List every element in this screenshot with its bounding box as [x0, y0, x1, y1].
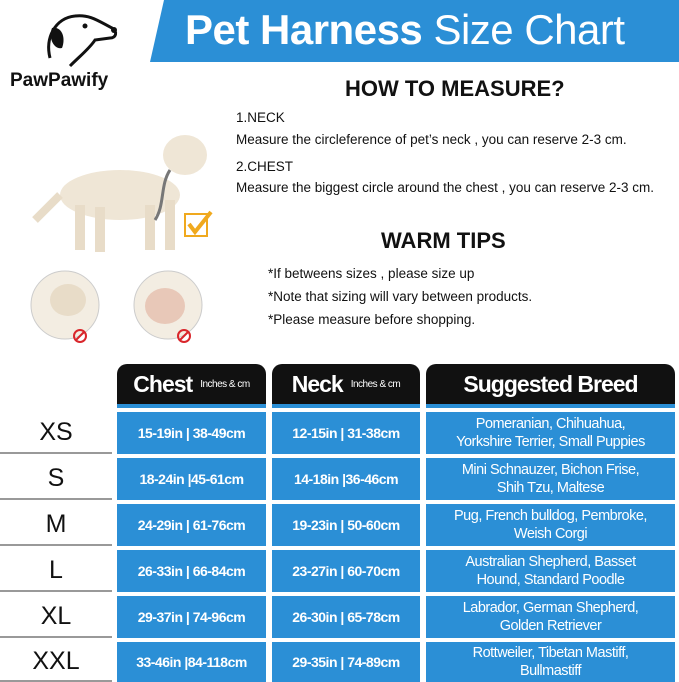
chest-measurement: 26-33in | 66-84cm — [117, 550, 266, 592]
checkmark-icon — [184, 210, 213, 237]
tip-item: *If betweens sizes , please size up — [268, 266, 475, 281]
chest-header: Chest Inches & cm — [117, 364, 266, 408]
neck-unit-label: Inches & cm — [350, 378, 401, 390]
breed-header-label: Suggested Breed — [463, 370, 638, 397]
suggested-breed: Mini Schnauzer, Bichon Frise, Shih Tzu, … — [426, 458, 675, 500]
prohibited-icon — [177, 329, 191, 343]
size-label: M — [0, 504, 112, 546]
title-banner — [150, 0, 679, 62]
chest-instructions: Measure the biggest circle around the ch… — [236, 180, 654, 195]
neck-measurement: 14-18in |36-46cm — [272, 458, 420, 500]
chest-header-label: Chest — [133, 370, 193, 397]
brand-logo: PawPawify — [10, 70, 109, 91]
neck-measurement: 26-30in | 65-78cm — [272, 596, 420, 638]
neck-measurement: 12-15in | 31-38cm — [272, 412, 420, 454]
tip-item: *Please measure before shopping. — [268, 312, 476, 327]
size-label: L — [0, 550, 112, 592]
size-label: XL — [0, 596, 112, 638]
size-label: XXL — [0, 642, 112, 682]
chest-label: 2.CHEST — [236, 159, 294, 174]
chest-measurement: 29-37in | 74-96cm — [117, 596, 266, 638]
suggested-breed: Labrador, German Shepherd, Golden Retrie… — [426, 596, 675, 638]
size-label: XS — [0, 412, 112, 454]
warm-tips-heading: WARM TIPS — [381, 228, 506, 253]
chest-unit-label: Inches & cm — [200, 378, 250, 390]
how-to-measure-heading: HOW TO MEASURE? — [345, 76, 565, 101]
breed-header: Suggested Breed — [426, 364, 675, 408]
suggested-breed: Pomeranian, Chihuahua, Yorkshire Terrier… — [426, 412, 675, 454]
chest-measurement: 18-24in |45-61cm — [117, 458, 266, 500]
neck-measurement: 19-23in | 50-60cm — [272, 504, 420, 546]
chest-measurement: 33-46in |84-118cm — [117, 642, 266, 682]
suggested-breed: Australian Shepherd, Basset Hound, Stand… — [426, 550, 675, 592]
dog-photo — [32, 135, 207, 252]
neck-header: Neck Inches & cm — [272, 364, 420, 408]
tip-item: *Note that sizing will vary between prod… — [268, 289, 533, 304]
neck-measurement: 29-35in | 74-89cm — [272, 642, 420, 682]
chest-measurement: 24-29in | 61-76cm — [117, 504, 266, 546]
neck-measurement: 23-27in | 60-70cm — [272, 550, 420, 592]
neck-header-label: Neck — [291, 370, 344, 397]
neck-label: 1.NECK — [236, 110, 285, 125]
wrong-chest-photo — [133, 270, 203, 340]
wrong-neck-photo — [30, 270, 100, 340]
suggested-breed: Rottweiler, Tibetan Mastiff, Bullmastiff — [426, 642, 675, 682]
chest-measurement: 15-19in | 38-49cm — [117, 412, 266, 454]
neck-instructions: Measure the circleference of pet’s neck … — [236, 132, 627, 147]
suggested-breed: Pug, French bulldog, Pembroke, Weish Cor… — [426, 504, 675, 546]
page-title: Pet Harness Size Chart — [185, 6, 625, 53]
size-label: S — [0, 458, 112, 500]
prohibited-icon — [73, 329, 87, 343]
dog-logo-icon — [47, 14, 118, 68]
